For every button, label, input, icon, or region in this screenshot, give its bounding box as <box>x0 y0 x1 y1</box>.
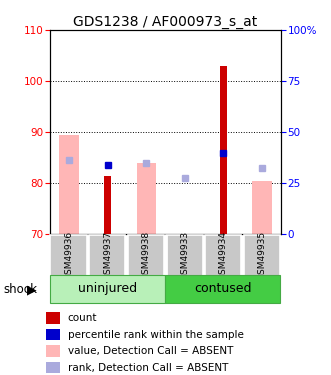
Bar <box>128 235 164 276</box>
Bar <box>50 235 87 276</box>
Bar <box>89 235 125 276</box>
Bar <box>165 275 280 303</box>
Text: ▶: ▶ <box>27 283 37 296</box>
Text: percentile rank within the sample: percentile rank within the sample <box>68 330 244 339</box>
Bar <box>50 275 165 303</box>
Text: rank, Detection Call = ABSENT: rank, Detection Call = ABSENT <box>68 363 228 372</box>
Bar <box>252 181 272 234</box>
Bar <box>166 235 203 276</box>
Bar <box>205 235 241 276</box>
Text: count: count <box>68 313 97 323</box>
Text: GSM49936: GSM49936 <box>65 231 73 280</box>
Title: GDS1238 / AF000973_s_at: GDS1238 / AF000973_s_at <box>73 15 258 29</box>
Text: shock: shock <box>3 283 37 296</box>
Bar <box>136 163 156 234</box>
Bar <box>104 176 111 234</box>
Text: contused: contused <box>195 282 252 296</box>
Text: GSM49938: GSM49938 <box>142 231 151 280</box>
Text: GSM49935: GSM49935 <box>258 231 266 280</box>
Bar <box>244 235 280 276</box>
Text: GSM49934: GSM49934 <box>219 231 228 280</box>
Bar <box>220 66 227 234</box>
Text: GSM49937: GSM49937 <box>103 231 112 280</box>
Text: uninjured: uninjured <box>78 282 137 296</box>
Text: GSM49933: GSM49933 <box>180 231 189 280</box>
Bar <box>59 135 78 234</box>
Text: value, Detection Call = ABSENT: value, Detection Call = ABSENT <box>68 346 233 356</box>
